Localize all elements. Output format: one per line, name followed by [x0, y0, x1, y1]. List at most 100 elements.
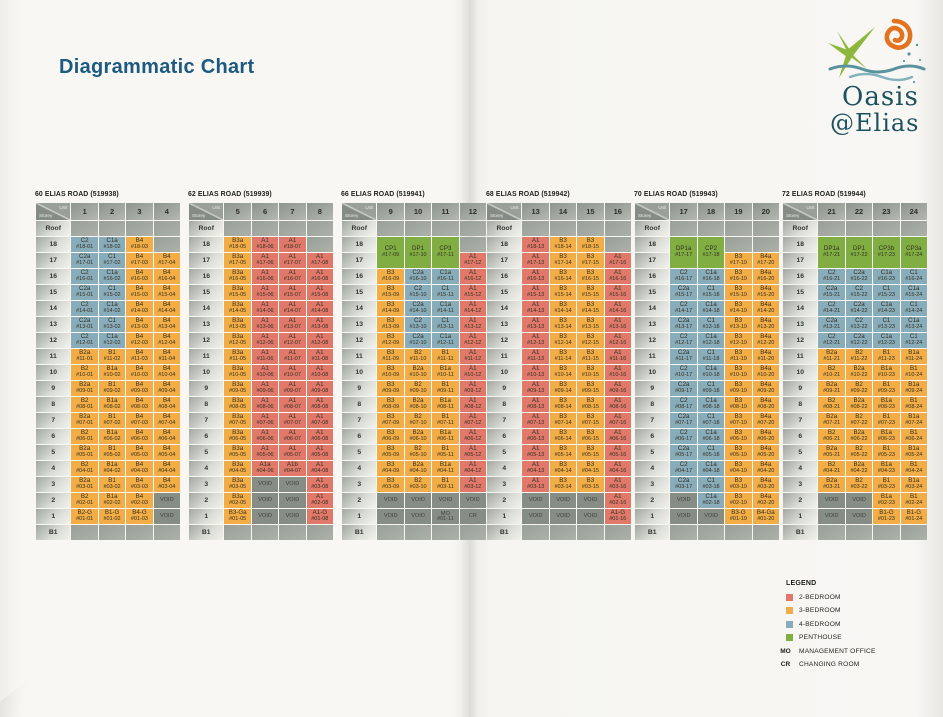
unit-cell: B2 #11-22: [845, 349, 873, 364]
storey-label: B1: [36, 525, 71, 540]
unit-cell: B1 #11-11: [432, 349, 459, 364]
empty-cell: [251, 525, 279, 540]
storey-label: 1: [189, 509, 224, 524]
unit-cell: B4 #11-03: [126, 349, 153, 364]
unit-cell: B3a #12-05: [224, 333, 251, 348]
storey-label: B1: [189, 525, 224, 540]
unit-number-header: 10: [404, 203, 432, 220]
unit-cell: B3a #04-05: [224, 461, 251, 476]
unit-cell: A1 #10-16: [604, 365, 631, 380]
empty-cell: [900, 525, 927, 540]
unit-cell: A1 #10-06: [251, 365, 279, 380]
unit-number-header: 24: [900, 203, 927, 220]
unit-cell: C1 #11-18: [697, 349, 725, 364]
unit-cell: B2a #03-21: [818, 477, 845, 492]
unit-cell: B1a #04-23: [873, 461, 900, 476]
storey-label: 12: [36, 333, 71, 348]
storey-label: 10: [189, 365, 224, 380]
unit-cell: C2a #13-17: [670, 317, 697, 332]
unit-cell: A1 #06-13: [522, 429, 549, 444]
storey-label: B1: [487, 525, 522, 540]
unit-cell: B3a #05-05: [224, 445, 251, 460]
unit-cell: A1 #16-08: [306, 269, 333, 284]
unit-cell: C2 #16-01: [71, 269, 98, 284]
unit-cell: A1 #13-13: [522, 317, 549, 332]
unit-cell: C2a #15-17: [670, 285, 697, 300]
storey-label: 11: [487, 349, 522, 364]
unit-cell: B3 #17-15: [577, 253, 604, 268]
storey-label: 7: [189, 413, 224, 428]
unit-cell: B3a #15-05: [224, 285, 251, 300]
storey-label: 13: [783, 317, 818, 332]
unit-number-header: 20: [752, 203, 779, 220]
unit-cell: B2 #07-10: [404, 413, 432, 428]
unit-cell: C1 #13-18: [697, 317, 725, 332]
unit-cell: B1a #10-02: [98, 365, 126, 380]
empty-cell: [224, 525, 251, 540]
storey-label: 4: [783, 461, 818, 476]
unit-cell: B4a #10-20: [752, 365, 779, 380]
empty-cell: [279, 221, 306, 236]
storey-label: 10: [635, 365, 670, 380]
unit-cell: A1 #15-06: [251, 285, 279, 300]
unit-cell: A1 #09-16: [604, 381, 631, 396]
unit-cell: A1 #14-13: [522, 301, 549, 316]
unit-cell: A1 #16-07: [279, 269, 306, 284]
void-cell: VOID: [845, 493, 873, 508]
legend-item-management-office: MO MANAGEMENT OFFICE: [780, 647, 876, 655]
unit-cell: A1 #06-16: [604, 429, 631, 444]
unit-cell: B1a #06-23: [873, 429, 900, 444]
unit-cell: B1-G #01-23: [873, 509, 900, 524]
unit-number-header: 13: [522, 203, 549, 220]
unit-cell: C2 #12-17: [670, 333, 697, 348]
unit-cell: B4a #06-20: [752, 429, 779, 444]
unit-cell: B3a #11-05: [224, 349, 251, 364]
unit-cell: B3 #07-09: [377, 413, 404, 428]
empty-cell: [604, 525, 631, 540]
storey-label: 13: [487, 317, 522, 332]
void-cell: VOID: [153, 509, 180, 524]
unit-cell: B3 #15-09: [377, 285, 404, 300]
unit-cell: C2a #09-17: [670, 381, 697, 396]
unit-number-header: 16: [604, 203, 631, 220]
unit-cell: A1b #04-07: [279, 461, 306, 476]
unit-cell: A1 #10-12: [459, 365, 486, 380]
unit-cell: A1 #08-06: [251, 397, 279, 412]
unit-number-header: 23: [873, 203, 900, 220]
unit-cell: B2a #10-22: [845, 365, 873, 380]
storey-label: 18: [487, 237, 522, 252]
storey-label: 9: [487, 381, 522, 396]
unit-table: Unit Storey 1 2 3 4 Roof 18 C2 #18-01 C1a #18-02 B4 #…: [35, 202, 181, 541]
unit-number-header: 7: [279, 203, 306, 220]
unit-cell: B1a #06-02: [98, 429, 126, 444]
empty-cell: [818, 221, 845, 236]
unit-cell: B4 #09-04: [153, 381, 180, 396]
unit-cell: A1 #07-16: [604, 413, 631, 428]
unit-storey-corner-cell: Unit Storey: [487, 203, 522, 220]
unit-cell: A1 #13-16: [604, 317, 631, 332]
unit-cell: C2a #15-01: [71, 285, 98, 300]
empty-cell: [126, 525, 153, 540]
unit-cell: C1 #16-24: [900, 269, 927, 284]
unit-number-header: 14: [549, 203, 577, 220]
unit-cell: B3 #07-19: [725, 413, 752, 428]
unit-number-header: 21: [818, 203, 845, 220]
unit-storey-corner-cell: Unit Storey: [189, 203, 224, 220]
spiral-sun-icon: [884, 18, 913, 50]
storey-label: 1: [635, 509, 670, 524]
storey-label: 10: [36, 365, 71, 380]
unit-cell: C1a #16-11: [432, 269, 459, 284]
unit-cell: A1 #09-06: [251, 381, 279, 396]
empty-cell: [670, 525, 697, 540]
storey-label: 13: [635, 317, 670, 332]
empty-cell: [432, 525, 459, 540]
empty-cell: [697, 525, 725, 540]
unit-cell: B2a #06-10: [404, 429, 432, 444]
unit-cell: B1 #07-02: [98, 413, 126, 428]
unit-cell: C1 #05-18: [697, 445, 725, 460]
void-cell: VOID: [845, 509, 873, 524]
empty-cell: [818, 525, 845, 540]
unit-cell: A1 #09-12: [459, 381, 486, 396]
unit-cell: B1a #10-23: [873, 365, 900, 380]
empty-cell: [224, 221, 251, 236]
